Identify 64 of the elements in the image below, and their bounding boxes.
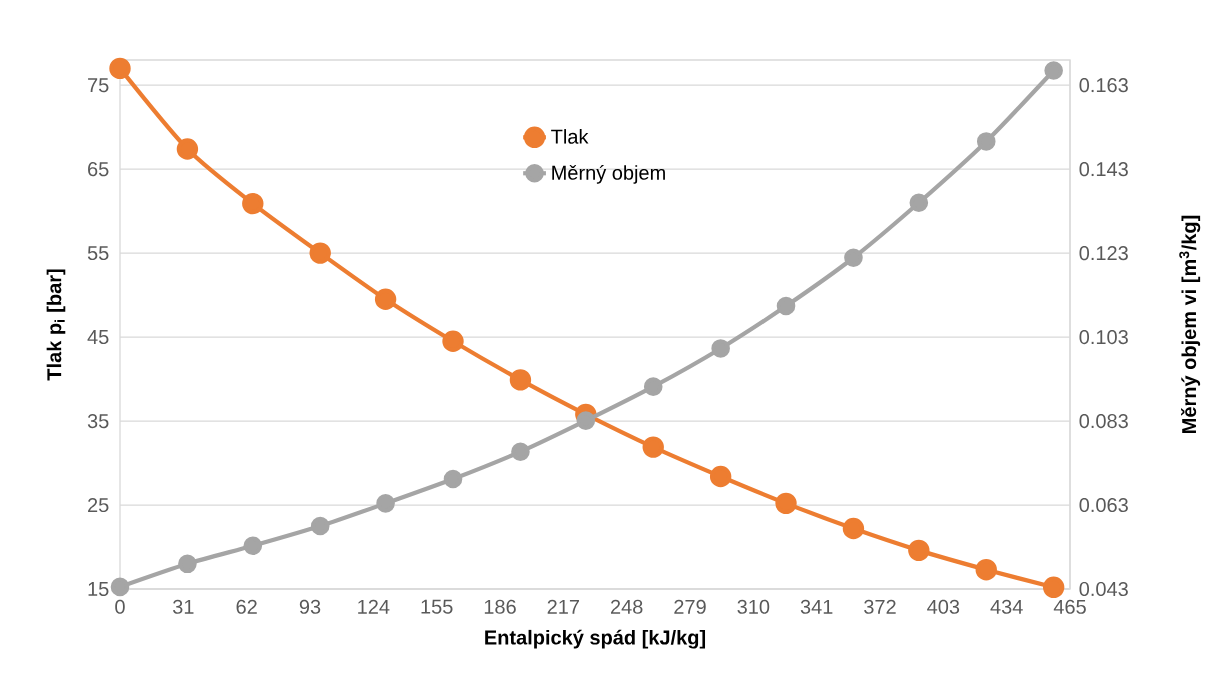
x-tick-label: 310 (737, 599, 770, 614)
y-tick-label: 25 (88, 497, 109, 513)
y-tick-label: 55 (87, 246, 109, 261)
x-tick-label: 341 (800, 599, 833, 614)
y-tick-label: 35 (87, 413, 109, 429)
point (711, 339, 730, 358)
point (909, 193, 929, 213)
point (511, 442, 530, 462)
legend-label: Tlak (551, 129, 589, 144)
x-tick-label: 31 (172, 599, 194, 614)
point (643, 377, 663, 396)
point (1042, 576, 1065, 599)
y-axis-title: Tlak p$_{i}$ [bar] (46, 269, 66, 381)
y-tick-label: 15 (88, 582, 109, 596)
point (975, 558, 997, 581)
point (775, 492, 797, 515)
point (908, 539, 930, 562)
point (242, 192, 264, 215)
point (109, 57, 131, 80)
point (310, 516, 330, 536)
y2-tick-label: 0.123 (1079, 246, 1128, 261)
point (1044, 61, 1063, 80)
y2-tick-label: 0.163 (1079, 78, 1128, 93)
y2-tick-label: 0.143 (1079, 162, 1128, 177)
point (309, 242, 331, 264)
y2-axis-title: Měrný objem vi [m$^{3}$/kg] (1179, 215, 1201, 433)
x-tick-label: 124 (358, 599, 390, 614)
y-tick-label: 45 (87, 330, 109, 345)
point (509, 369, 532, 391)
x-tick-label: 372 (864, 599, 896, 614)
x-axis-title: Entalpický spád [kJ/kg] (485, 629, 706, 649)
x-tick-label: 279 (674, 599, 706, 614)
point (178, 554, 197, 574)
point (443, 469, 463, 489)
point (374, 288, 397, 311)
point (576, 411, 596, 430)
point (842, 517, 865, 540)
x-tick-label: 0 (115, 599, 125, 614)
y2-tick-label: 0.043 (1079, 581, 1128, 597)
x-tick-label: 186 (484, 599, 516, 614)
point (243, 536, 263, 556)
point (176, 138, 199, 160)
point (642, 436, 664, 458)
x-tick-label: 403 (927, 599, 960, 614)
x-tick-label: 62 (236, 599, 257, 614)
point (844, 248, 863, 268)
point (442, 330, 464, 352)
x-tick-label: 465 (1053, 599, 1086, 614)
x-tick-label: 248 (610, 599, 643, 614)
y2-tick-label: 0.103 (1079, 330, 1128, 345)
legend-label: Měrný objem (552, 164, 665, 184)
y2-tick-label: 0.083 (1079, 413, 1128, 429)
y2-tick-label: 0.063 (1079, 497, 1128, 513)
point (976, 132, 996, 151)
x-tick-label: 434 (990, 599, 1023, 614)
y-tick-label: 75 (88, 78, 109, 93)
x-tick-label: 217 (547, 599, 580, 614)
point (709, 465, 732, 488)
x-tick-label: 93 (299, 599, 321, 614)
point (376, 494, 395, 513)
y-tick-label: 65 (88, 162, 109, 177)
point (776, 296, 796, 316)
point (110, 577, 130, 597)
x-tick-label: 155 (421, 599, 453, 614)
